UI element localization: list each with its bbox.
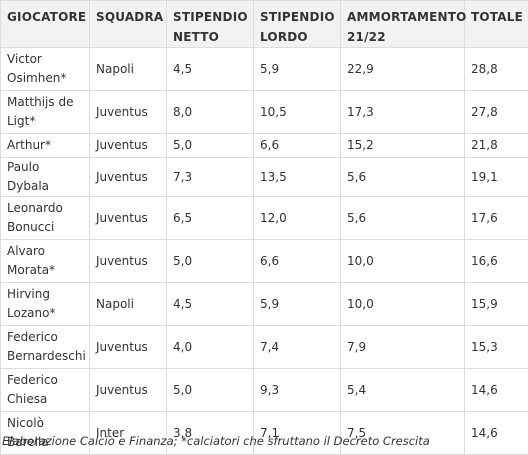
cell-lordo: 7,1: [254, 412, 341, 455]
cell-squadra: Napoli: [90, 283, 167, 326]
cell-ammortamento: 22,9: [341, 48, 465, 91]
table-row: Hirving Lozano* Napoli 4,5 5,9 10,0 15,9: [1, 283, 528, 326]
cell-totale: 21,8: [465, 134, 528, 158]
header-stipendio-netto: STIPENDIO NETTO: [167, 1, 254, 48]
table-caption: Elaborazione Calcio e Finanza; *calciato…: [2, 434, 430, 448]
table-header-row: GIOCATORE SQUADRA STIPENDIO NETTO STIPEN…: [1, 1, 528, 48]
table-row: Arthur* Juventus 5,0 6,6 15,2 21,8: [1, 134, 528, 158]
cell-netto: 3,8: [167, 412, 254, 455]
cell-netto: 4,5: [167, 283, 254, 326]
cell-totale: 27,8: [465, 91, 528, 134]
cell-lordo: 5,9: [254, 283, 341, 326]
cell-lordo: 7,4: [254, 326, 341, 369]
cell-netto: 7,3: [167, 158, 254, 197]
cell-lordo: 12,0: [254, 197, 341, 240]
cell-lordo: 6,6: [254, 134, 341, 158]
cell-totale: 17,6: [465, 197, 528, 240]
header-stipendio-lordo: STIPENDIO LORDO: [254, 1, 341, 48]
cell-squadra: Juventus: [90, 326, 167, 369]
cell-giocatore: Leonardo Bonucci: [1, 197, 90, 240]
cell-giocatore: Paulo Dybala: [1, 158, 90, 197]
cell-giocatore: Hirving Lozano*: [1, 283, 90, 326]
cell-netto: 5,0: [167, 240, 254, 283]
cell-ammortamento: 10,0: [341, 240, 465, 283]
cell-squadra: Juventus: [90, 91, 167, 134]
cell-lordo: 9,3: [254, 369, 341, 412]
cell-giocatore: Matthijs de Ligt*: [1, 91, 90, 134]
cell-giocatore: Federico Bernardeschi: [1, 326, 90, 369]
cell-giocatore: Nicolò Barella: [1, 412, 90, 455]
cell-giocatore: Arthur*: [1, 134, 90, 158]
cell-ammortamento: 7,5: [341, 412, 465, 455]
cell-netto: 4,0: [167, 326, 254, 369]
cell-totale: 14,6: [465, 412, 528, 455]
cell-lordo: 6,6: [254, 240, 341, 283]
cell-ammortamento: 15,2: [341, 134, 465, 158]
cell-ammortamento: 10,0: [341, 283, 465, 326]
cell-ammortamento: 5,6: [341, 158, 465, 197]
cell-lordo: 10,5: [254, 91, 341, 134]
cell-totale: 16,6: [465, 240, 528, 283]
table-row: Victor Osimhen* Napoli 4,5 5,9 22,9 28,8: [1, 48, 528, 91]
cell-totale: 28,8: [465, 48, 528, 91]
table-row: Leonardo Bonucci Juventus 6,5 12,0 5,6 1…: [1, 197, 528, 240]
header-squadra: SQUADRA: [90, 1, 167, 48]
cell-netto: 6,5: [167, 197, 254, 240]
table-row: Alvaro Morata* Juventus 5,0 6,6 10,0 16,…: [1, 240, 528, 283]
cell-ammortamento: 17,3: [341, 91, 465, 134]
cell-giocatore: Victor Osimhen*: [1, 48, 90, 91]
cell-netto: 8,0: [167, 91, 254, 134]
table-row: Federico Bernardeschi Juventus 4,0 7,4 7…: [1, 326, 528, 369]
cell-totale: 19,1: [465, 158, 528, 197]
cell-giocatore: Alvaro Morata*: [1, 240, 90, 283]
cell-netto: 5,0: [167, 134, 254, 158]
cell-totale: 15,3: [465, 326, 528, 369]
cell-ammortamento: 5,4: [341, 369, 465, 412]
header-ammortamento: AMMORTAMENTO 21/22: [341, 1, 465, 48]
cell-netto: 5,0: [167, 369, 254, 412]
cell-totale: 14,6: [465, 369, 528, 412]
cell-squadra: Juventus: [90, 197, 167, 240]
cell-squadra: Inter: [90, 412, 167, 455]
header-totale: TOTALE: [465, 1, 528, 48]
cell-lordo: 5,9: [254, 48, 341, 91]
cell-squadra: Napoli: [90, 48, 167, 91]
table-row: Matthijs de Ligt* Juventus 8,0 10,5 17,3…: [1, 91, 528, 134]
header-giocatore: GIOCATORE: [1, 1, 90, 48]
cell-ammortamento: 5,6: [341, 197, 465, 240]
table-row: Nicolò Barella Inter 3,8 7,1 7,5 14,6: [1, 412, 528, 455]
cell-ammortamento: 7,9: [341, 326, 465, 369]
cell-totale: 15,9: [465, 283, 528, 326]
cell-squadra: Juventus: [90, 134, 167, 158]
cell-lordo: 13,5: [254, 158, 341, 197]
cell-squadra: Juventus: [90, 158, 167, 197]
cell-squadra: Juventus: [90, 240, 167, 283]
table-row: Federico Chiesa Juventus 5,0 9,3 5,4 14,…: [1, 369, 528, 412]
cell-squadra: Juventus: [90, 369, 167, 412]
cell-giocatore: Federico Chiesa: [1, 369, 90, 412]
table-row: Paulo Dybala Juventus 7,3 13,5 5,6 19,1: [1, 158, 528, 197]
cell-netto: 4,5: [167, 48, 254, 91]
